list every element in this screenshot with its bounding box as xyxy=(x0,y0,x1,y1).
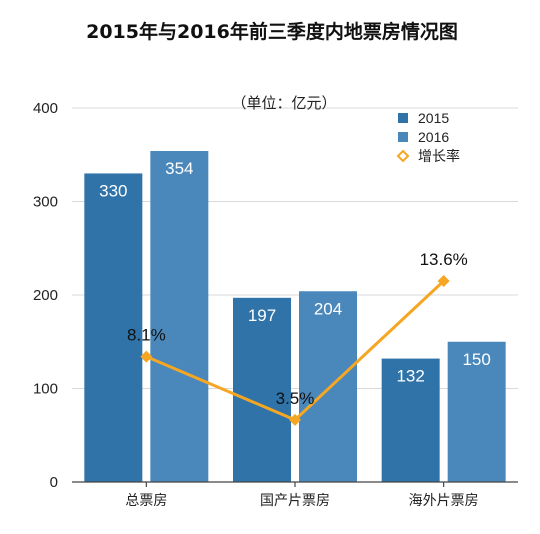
x-category-label: 国产片票房 xyxy=(260,493,330,509)
bar-2016 xyxy=(447,341,506,482)
bar-value-label: 150 xyxy=(462,350,490,369)
bars-layer: 330 354 197 204 132 150 xyxy=(84,151,506,482)
growth-point xyxy=(289,413,301,426)
y-tick-label: 0 xyxy=(50,474,58,491)
growth-rate-label: 13.6% xyxy=(420,250,468,269)
legend-label: 2016 xyxy=(418,129,449,145)
legend-swatch-2016 xyxy=(398,132,408,142)
chart-title: 2015年与2016年前三季度内地票房情况图 xyxy=(86,20,458,43)
y-tick-label: 100 xyxy=(33,381,58,398)
bar-value-label: 204 xyxy=(314,299,342,318)
bar-value-label: 132 xyxy=(396,367,424,386)
bar-2016 xyxy=(150,151,209,482)
y-tick-label: 400 xyxy=(33,100,58,117)
unit-note: （单位：亿元） xyxy=(231,94,336,112)
legend: 2015 2016 增长率 xyxy=(396,110,460,164)
bar-value-label: 330 xyxy=(99,181,127,200)
bar-2015 xyxy=(233,297,291,482)
growth-line-layer: 8.1% 3.5% 13.6% xyxy=(127,250,468,426)
legend-swatch-2015 xyxy=(398,113,408,123)
bar-value-label: 354 xyxy=(165,159,193,178)
bar-value-label: 197 xyxy=(248,306,276,325)
y-tick-label: 200 xyxy=(33,287,58,304)
bar-2016 xyxy=(299,291,357,482)
y-tick-label: 300 xyxy=(33,194,58,211)
bar-2015 xyxy=(381,358,440,482)
growth-point xyxy=(437,275,450,287)
legend-label: 增长率 xyxy=(418,148,460,164)
growth-rate-label: 8.1% xyxy=(127,326,166,345)
growth-point xyxy=(140,350,153,363)
axis-layer: 0 100 200 300 400 总票房 国产片票房 海外片票房 xyxy=(33,100,518,509)
growth-rate-label: 3.5% xyxy=(276,389,315,408)
x-category-label: 总票房 xyxy=(125,493,167,509)
grid-layer xyxy=(72,107,518,389)
bar-2015 xyxy=(84,173,143,482)
x-category-label: 海外片票房 xyxy=(409,493,479,509)
legend-label: 2015 xyxy=(418,110,449,126)
legend-swatch-growth xyxy=(396,149,410,163)
